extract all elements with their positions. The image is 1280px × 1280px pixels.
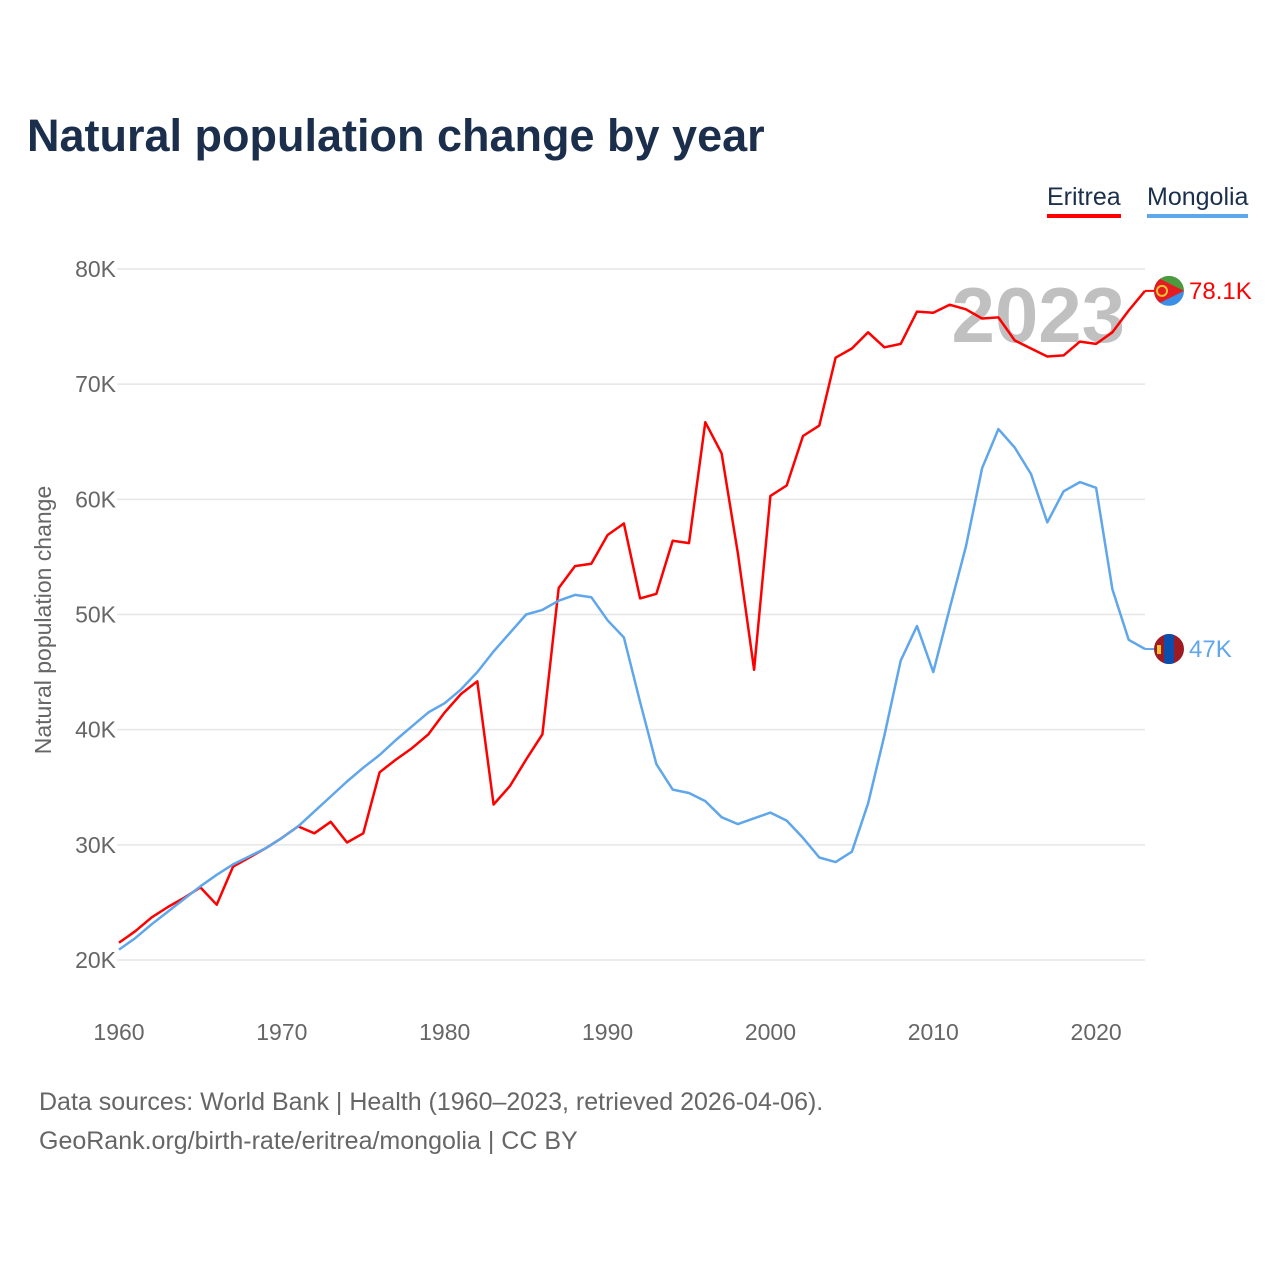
x-tick-label: 1990 [582, 1019, 633, 1045]
series-line-mongolia[interactable] [118, 427, 1146, 951]
y-tick-label: 70K [75, 371, 117, 397]
chart-title: Natural population change by year [27, 110, 765, 161]
y-axis-label: Natural population change [30, 486, 56, 755]
legend-item-mongolia[interactable]: Mongolia [1147, 183, 1249, 218]
eritrea-end-label: 78.1K [1189, 278, 1252, 305]
y-tick-label: 40K [75, 717, 117, 743]
x-tick-label: 2020 [1071, 1019, 1122, 1045]
y-tick-label: 50K [75, 602, 117, 628]
y-tick-label: 60K [75, 486, 117, 512]
y-tick-label: 30K [75, 832, 117, 858]
x-tick-label: 1970 [256, 1019, 307, 1045]
mongolia-flag-icon [1154, 634, 1184, 665]
data-source-note: Data sources: World Bank | Health (1960–… [39, 1088, 824, 1116]
mongolia-end-label: 47K [1189, 636, 1232, 663]
x-tick-label: 1980 [419, 1019, 470, 1045]
y-tick-label: 20K [75, 947, 117, 973]
source-url-link[interactable]: GeoRank.org/birth-rate/eritrea/mongolia … [39, 1127, 578, 1155]
eritrea-flag-icon [1154, 275, 1184, 306]
x-tick-label: 2000 [745, 1019, 796, 1045]
y-axis-ticks: 20K 30K 40K 50K 60K 70K 80K [75, 256, 117, 973]
x-tick-label: 2010 [908, 1019, 959, 1045]
x-tick-label: 1960 [93, 1019, 144, 1045]
gridlines [117, 268, 1145, 961]
y-tick-label: 80K [75, 256, 117, 282]
x-axis-ticks: 1960 1970 1980 1990 2000 2010 2020 [93, 1019, 1121, 1045]
legend-item-eritrea[interactable]: Eritrea [1047, 183, 1121, 218]
